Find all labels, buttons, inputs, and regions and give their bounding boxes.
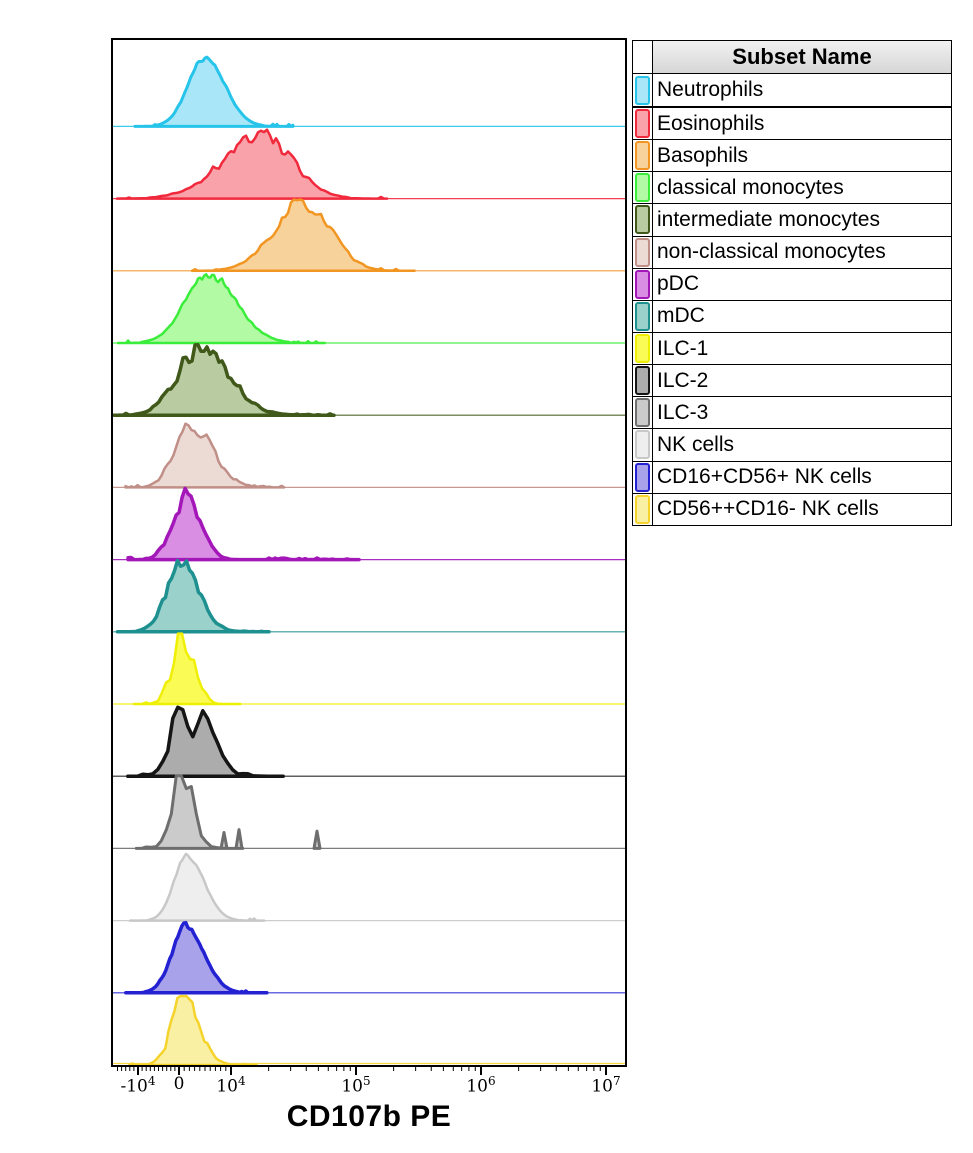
legend-color-swatch-icon <box>635 301 650 331</box>
legend-color-swatch-icon <box>635 173 650 203</box>
histogram-eosinophils <box>115 128 389 200</box>
x-tick-label: 105 <box>341 1074 371 1097</box>
legend-subset-name: intermediate monocytes <box>657 207 880 231</box>
legend-subset-name: Neutrophils <box>657 78 764 101</box>
x-tick-label: 104 <box>216 1074 246 1097</box>
legend-row: non-classical monocytes <box>633 235 951 268</box>
legend-color-swatch-icon <box>635 462 650 492</box>
legend-subset-name: CD16+CD56+ NK cells <box>657 465 872 489</box>
x-axis-title: CD107b PE <box>286 1100 452 1133</box>
legend-row: ILC-2 <box>633 364 951 397</box>
histogram-basophils <box>190 198 416 273</box>
legend-color-swatch-icon <box>635 494 650 524</box>
histograms-svg <box>113 55 625 1065</box>
histogram-cd16-cd56-nk-cells <box>124 920 269 995</box>
legend-subset-name: NK cells <box>657 432 735 456</box>
legend-color-swatch-icon <box>635 141 650 171</box>
histogram-ilc-2 <box>126 705 285 778</box>
legend-row: Eosinophils <box>633 107 951 140</box>
histogram-ilc-1 <box>132 632 242 706</box>
legend-swatch-column-header <box>633 41 653 73</box>
x-tick-label: 0 <box>173 1074 185 1094</box>
legend-color-swatch-icon <box>635 334 650 364</box>
legend-subset-name: pDC <box>657 272 700 296</box>
x-tick-label: 106 <box>466 1074 496 1097</box>
legend-row: Basophils <box>633 139 951 172</box>
legend-subset-name: Eosinophils <box>657 111 765 135</box>
histogram-ilc-3 <box>134 774 322 850</box>
histogram-non-classical-monocytes <box>124 422 286 489</box>
legend-row: CD56++CD16- NK cells <box>633 492 951 525</box>
legend-color-swatch-icon <box>635 269 650 299</box>
histogram-intermediate-monocytes <box>113 343 336 417</box>
legend-rows: Neutrophils Eosinophils Basophils classi… <box>633 74 951 525</box>
legend-subset-name: ILC-3 <box>657 400 709 424</box>
legend-subset-name: ILC-2 <box>657 368 709 392</box>
legend-subset-name: Basophils <box>657 143 749 167</box>
x-tick-label: -104 <box>120 1074 156 1097</box>
legend-row: ILC-1 <box>633 331 951 365</box>
histogram-neutrophils <box>133 55 295 128</box>
legend-row: classical monocytes <box>633 171 951 204</box>
legend-table: Subset Name Neutrophils Eosinophils Baso… <box>632 40 952 526</box>
legend-subset-name: non-classical monocytes <box>657 240 886 264</box>
legend-header: Subset Name <box>653 41 951 73</box>
legend-subset-name: CD56++CD16- NK cells <box>657 497 879 521</box>
legend-subset-name: mDC <box>657 304 705 328</box>
legend-header-row: Subset Name <box>633 41 951 74</box>
x-axis-ticks <box>117 1066 607 1075</box>
histogram-nk-cells <box>128 852 266 922</box>
legend-color-swatch-icon <box>635 430 650 460</box>
histogram-cd56-cd16-nk-cells <box>128 994 258 1065</box>
legend-row: CD16+CD56+ NK cells <box>633 460 951 493</box>
histogram-mdc <box>115 558 271 634</box>
legend-subset-name: ILC-1 <box>657 336 709 360</box>
legend-color-swatch-icon <box>635 398 650 428</box>
histogram-pdc <box>126 486 361 562</box>
legend-color-swatch-icon <box>635 75 650 105</box>
legend-row: ILC-3 <box>633 396 951 429</box>
legend-row: pDC <box>633 267 951 300</box>
x-tick-label: 107 <box>591 1074 621 1097</box>
legend-color-swatch-icon <box>635 237 650 267</box>
plot-area <box>111 38 627 1067</box>
histogram-classical-monocytes <box>116 273 327 345</box>
legend-row: NK cells <box>633 428 951 461</box>
legend-subset-name: classical monocytes <box>657 175 844 199</box>
legend-color-swatch-icon <box>635 109 650 139</box>
legend-row: intermediate monocytes <box>633 203 951 236</box>
legend-row: mDC <box>633 299 951 332</box>
legend-color-swatch-icon <box>635 366 650 396</box>
legend-color-swatch-icon <box>635 205 650 235</box>
legend-row: Neutrophils <box>633 74 951 107</box>
